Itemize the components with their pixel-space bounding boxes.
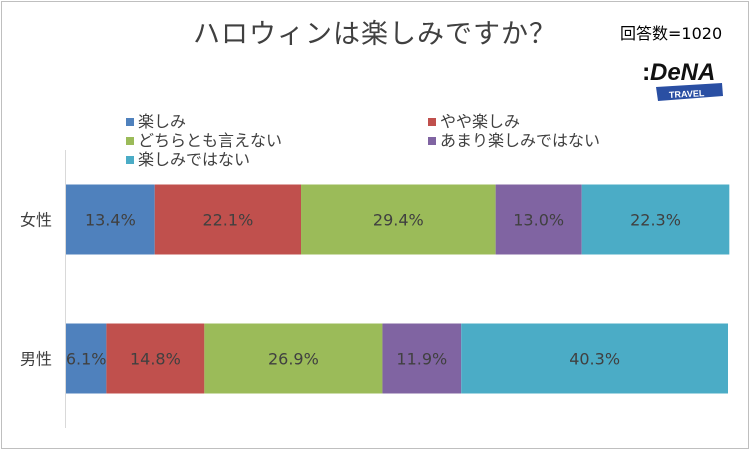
bar-segment-0-0 <box>66 184 155 255</box>
data-label-1-4: 40.3% <box>569 350 620 369</box>
bar-segment-1-4 <box>461 323 728 394</box>
data-label-1-0: 6.1% <box>66 350 107 369</box>
legend-swatch-0 <box>126 117 134 126</box>
bar-segment-1-2 <box>204 323 383 394</box>
data-label-1-2: 26.9% <box>268 350 319 369</box>
legend-swatch-1 <box>428 117 436 126</box>
data-label-0-1: 22.1% <box>202 211 253 230</box>
bar-segment-1-0 <box>66 323 107 394</box>
data-label-0-2: 29.4% <box>373 211 424 230</box>
bar-segment-1-1 <box>106 323 205 394</box>
legend-label-0: 楽しみ <box>138 112 187 131</box>
respondent-count: 回答数=1020 <box>620 24 723 43</box>
logo-brand: DeNA <box>650 59 715 86</box>
bar-segment-1-3 <box>382 323 462 394</box>
chart-legend: 楽しみ やや楽しみ どちらとも言えない あまり楽しみではない 楽しみではない <box>126 108 686 170</box>
legend-item-2: どちらとも言えない <box>126 127 282 151</box>
bar-segment-0-3 <box>495 184 582 255</box>
bar-segment-0-1 <box>154 184 302 255</box>
legend-item-4: 楽しみではない <box>126 146 250 170</box>
category-label-0: 女性 <box>20 211 52 230</box>
data-label-1-3: 11.9% <box>396 350 447 369</box>
data-label-0-0: 13.4% <box>85 211 136 230</box>
legend-label-4: 楽しみではない <box>138 150 251 169</box>
data-label-0-4: 22.3% <box>630 211 681 230</box>
svg-text::: : <box>642 58 650 86</box>
category-label-1: 男性 <box>20 350 52 369</box>
legend-swatch-4 <box>126 155 134 164</box>
legend-label-2: どちらとも言えない <box>138 131 283 150</box>
bar-segment-0-4 <box>581 184 730 255</box>
legend-item-3: あまり楽しみではない <box>428 127 600 151</box>
legend-label-3: あまり楽しみではない <box>440 131 601 150</box>
chart-title: ハロウィンは楽しみですか？ <box>193 19 557 50</box>
legend-swatch-3 <box>428 136 436 145</box>
legend-swatch-2 <box>126 136 134 145</box>
data-label-0-3: 13.0% <box>513 211 564 230</box>
legend-item-1: やや楽しみ <box>428 108 520 132</box>
dena-travel-logo: : DeNA TRAVEL <box>642 58 723 101</box>
legend-label-1: やや楽しみ <box>440 112 521 131</box>
data-label-1-1: 14.8% <box>130 350 181 369</box>
logo-sub: TRAVEL <box>669 88 705 100</box>
bar-segment-0-2 <box>301 184 496 255</box>
legend-item-0: 楽しみ <box>126 108 186 132</box>
